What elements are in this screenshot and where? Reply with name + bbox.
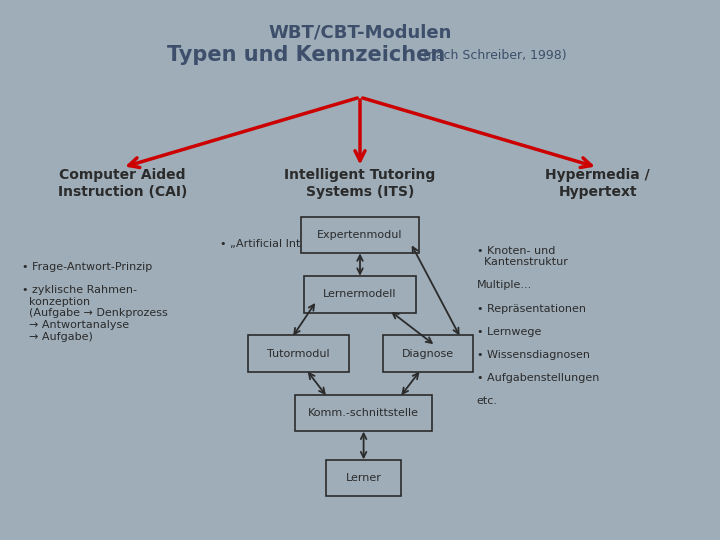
Text: • Knoten- und
  Kantenstruktur

Multiple...

• Repräsentationen

• Lernwege

• W: • Knoten- und Kantenstruktur Multiple...… [477,246,599,407]
FancyBboxPatch shape [295,395,432,431]
Text: • Frage-Antwort-Prinzip

• zyklische Rahmen-
  konzeption
  (Aufgabe → Denkproze: • Frage-Antwort-Prinzip • zyklische Rahm… [22,262,167,341]
Text: • „Artificial Intelligence“: • „Artificial Intelligence“ [220,239,356,249]
Text: Lerner: Lerner [346,473,382,483]
Text: Expertenmodul: Expertenmodul [318,230,402,240]
Text: Hypermedia /
Hypertext: Hypermedia / Hypertext [545,168,650,199]
Text: Lernermodell: Lernermodell [323,289,397,299]
FancyBboxPatch shape [301,217,419,253]
Text: WBT/CBT-Modulen: WBT/CBT-Modulen [269,23,451,42]
Text: Computer Aided
Instruction (CAI): Computer Aided Instruction (CAI) [58,168,187,199]
Text: Tutormodul: Tutormodul [268,349,330,359]
Text: Typen und Kennzeichen: Typen und Kennzeichen [167,45,445,65]
Text: Komm.-schnittstelle: Komm.-schnittstelle [308,408,419,418]
FancyBboxPatch shape [383,335,474,372]
Text: Intelligent Tutoring
Systems (ITS): Intelligent Tutoring Systems (ITS) [284,168,436,199]
FancyBboxPatch shape [325,460,402,496]
Text: (nach Schreiber, 1998): (nach Schreiber, 1998) [419,49,567,62]
FancyBboxPatch shape [248,335,349,372]
FancyBboxPatch shape [304,276,416,313]
Text: Diagnose: Diagnose [402,349,454,359]
